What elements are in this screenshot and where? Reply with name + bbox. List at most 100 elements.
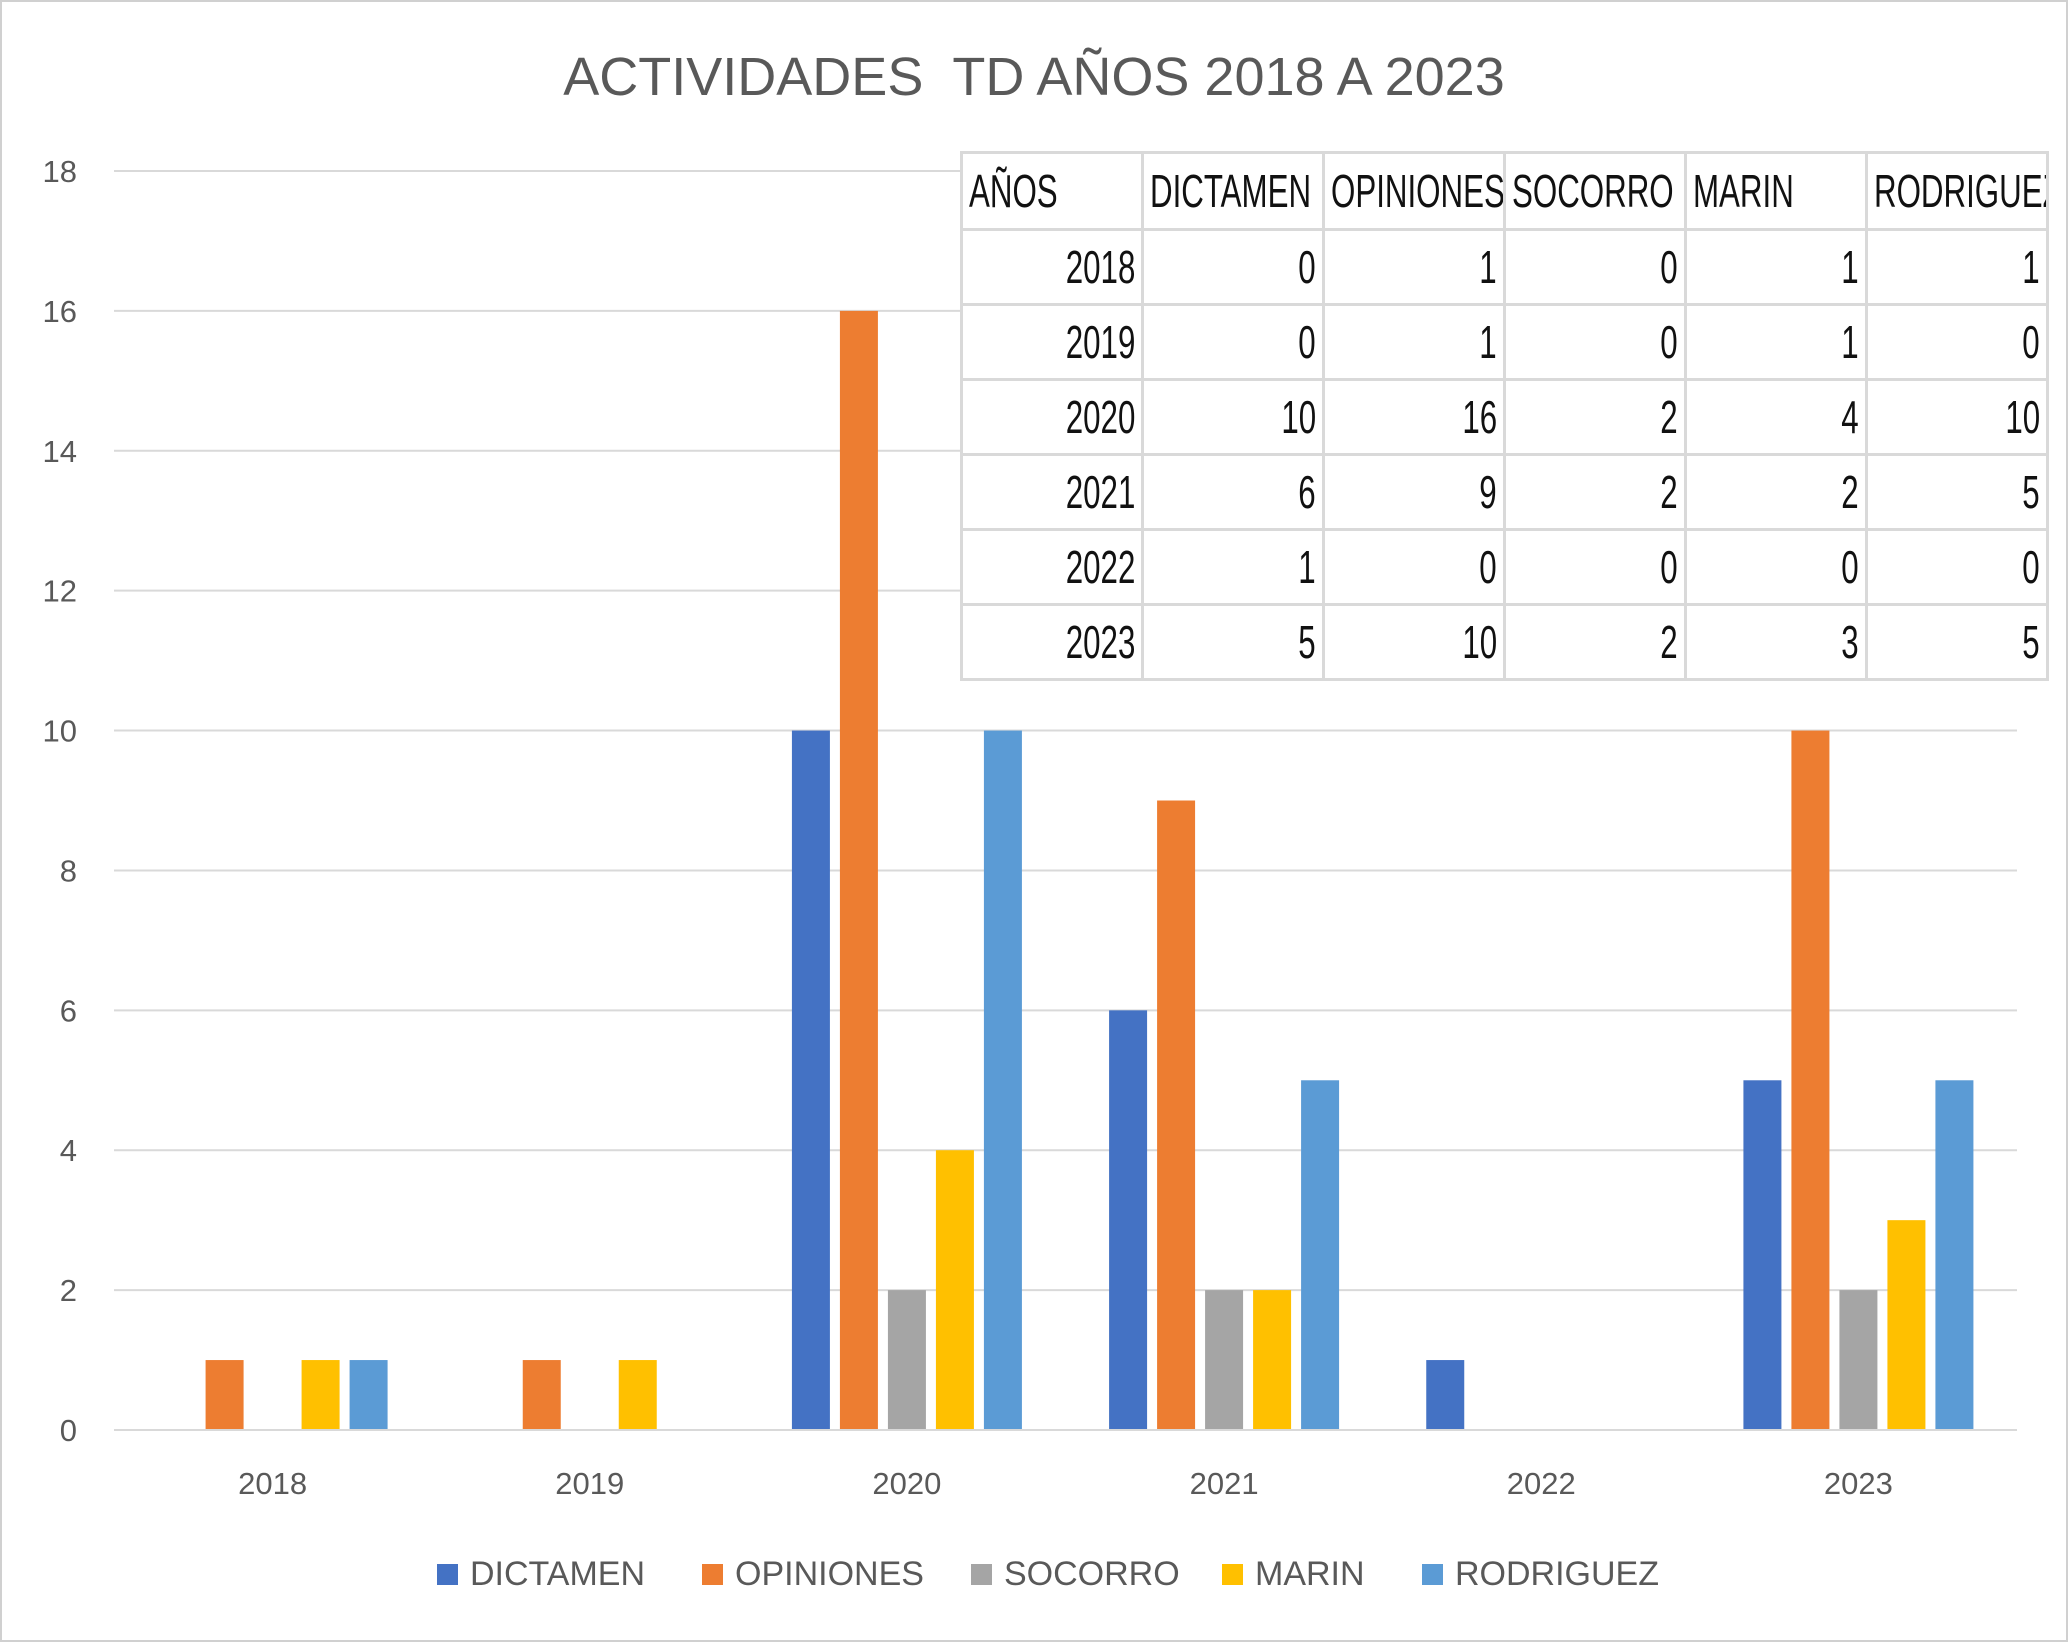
table-header-cell: RODRIGUEZ (1865, 151, 2049, 231)
bar-rodriguez-2021 (1301, 1080, 1340, 1430)
header-text: OPINIONES (1331, 165, 1505, 217)
x-tick-label: 2020 (872, 1466, 941, 1501)
bar-opiniones-2018 (205, 1360, 244, 1430)
table-row: 2020 10 16 2 4 10 (960, 378, 2049, 456)
bar-dictamen-2021 (1109, 1010, 1148, 1430)
bar-socorro-2021 (1205, 1290, 1244, 1430)
table-cell: 1 (1322, 303, 1506, 381)
table-header-row: AÑOS DICTAMEN OPINIONES SOCORRO MARIN RODRIGU… (960, 151, 2049, 231)
table-cell: 0 (1503, 228, 1687, 306)
table-cell: 0 (1865, 303, 2049, 381)
x-tick-label: 2021 (1190, 1466, 1259, 1501)
cell-text: 2023 (1065, 616, 1135, 668)
y-tick-label: 16 (43, 294, 77, 329)
bar-rodriguez-2020 (983, 730, 1022, 1430)
cell-text: 10 (1281, 391, 1316, 443)
legend-item-rodriguez: RODRIGUEZ (1422, 1555, 1659, 1594)
bar-opiniones-2021 (1157, 800, 1196, 1430)
cell-text: 0 (1660, 541, 1678, 593)
y-tick-label: 14 (43, 434, 77, 469)
legend-item-socorro: SOCORRO (971, 1555, 1180, 1594)
legend-label: MARIN (1255, 1555, 1365, 1593)
y-tick-label: 6 (60, 993, 77, 1028)
bar-rodriguez-2018 (349, 1360, 388, 1430)
legend-label: RODRIGUEZ (1455, 1555, 1659, 1593)
bar-dictamen-2023 (1743, 1080, 1782, 1430)
legend-swatch (971, 1564, 992, 1585)
x-tick-label: 2022 (1507, 1466, 1576, 1501)
table-header-cell: MARIN (1684, 151, 1868, 231)
table-cell: 0 (1141, 228, 1325, 306)
cell-text: 5 (1298, 616, 1316, 668)
table-cell: 2 (1503, 603, 1687, 681)
table-header-cell: OPINIONES (1322, 151, 1506, 231)
header-text: DICTAMEN (1150, 165, 1312, 217)
table-cell: 10 (1865, 378, 2049, 456)
bar-marin-2021 (1253, 1290, 1292, 1430)
table-cell: 2022 (960, 528, 1144, 606)
table-header-cell: DICTAMEN (1141, 151, 1325, 231)
legend-label: DICTAMEN (470, 1555, 646, 1593)
legend: DICTAMEN OPINIONES SOCORRO MARIN RODRIGUEZ (2, 1555, 2066, 1599)
table-cell: 4 (1684, 378, 1868, 456)
cell-text: 1 (1841, 316, 1859, 368)
x-tick-label: 2018 (238, 1466, 307, 1501)
bar-socorro-2023 (1839, 1290, 1878, 1430)
table-row: 2019 0 1 0 1 0 (960, 303, 2049, 381)
cell-text: 3 (1841, 616, 1859, 668)
table-cell: 10 (1322, 603, 1506, 681)
table-cell: 2019 (960, 303, 1144, 381)
table-cell: 0 (1503, 528, 1687, 606)
table-cell: 16 (1322, 378, 1506, 456)
bar-marin-2018 (301, 1360, 340, 1430)
cell-text: 0 (1841, 541, 1859, 593)
table-cell: 5 (1141, 603, 1325, 681)
bar-marin-2020 (935, 1150, 974, 1430)
table-cell: 2 (1503, 378, 1687, 456)
legend-label: OPINIONES (735, 1555, 924, 1593)
data-table: AÑOS DICTAMEN OPINIONES SOCORRO MARIN RODRIGU… (960, 151, 2049, 681)
cell-text: 2022 (1065, 541, 1135, 593)
cell-text: 4 (1841, 391, 1859, 443)
y-tick-label: 8 (60, 853, 77, 888)
cell-text: 2019 (1065, 316, 1135, 368)
table-cell: 2018 (960, 228, 1144, 306)
table-row: 2018 0 1 0 1 1 (960, 228, 2049, 306)
bar-marin-2019 (618, 1360, 657, 1430)
cell-text: 1 (1841, 241, 1859, 293)
cell-text: 2 (1660, 616, 1678, 668)
table-row: 2022 1 0 0 0 0 (960, 528, 2049, 606)
header-text: SOCORRO (1512, 165, 1674, 217)
cell-text: 10 (1462, 616, 1497, 668)
table-cell: 9 (1322, 453, 1506, 531)
cell-text: 0 (1479, 541, 1497, 593)
bar-socorro-2020 (887, 1290, 926, 1430)
cell-text: 5 (2022, 466, 2040, 518)
cell-text: 0 (2022, 316, 2040, 368)
table-cell: 0 (1141, 303, 1325, 381)
legend-swatch (1222, 1564, 1243, 1585)
table-cell: 0 (1865, 528, 2049, 606)
bar-opiniones-2020 (839, 310, 878, 1430)
table-cell: 0 (1503, 303, 1687, 381)
table-cell: 1 (1865, 228, 2049, 306)
table-row: 2021 6 9 2 2 5 (960, 453, 2049, 531)
bar-rodriguez-2023 (1935, 1080, 1974, 1430)
table-cell: 1 (1322, 228, 1506, 306)
cell-text: 0 (1298, 241, 1316, 293)
table-cell: 2 (1684, 453, 1868, 531)
cell-text: 5 (2022, 616, 2040, 668)
legend-swatch (437, 1564, 458, 1585)
header-text: MARIN (1693, 165, 1794, 217)
table-cell: 3 (1684, 603, 1868, 681)
bar-opiniones-2019 (522, 1360, 561, 1430)
table-cell: 0 (1322, 528, 1506, 606)
y-tick-label: 18 (43, 154, 77, 189)
cell-text: 6 (1298, 466, 1316, 518)
cell-text: 0 (1660, 241, 1678, 293)
legend-swatch (702, 1564, 723, 1585)
table-cell: 10 (1141, 378, 1325, 456)
table-cell: 2021 (960, 453, 1144, 531)
